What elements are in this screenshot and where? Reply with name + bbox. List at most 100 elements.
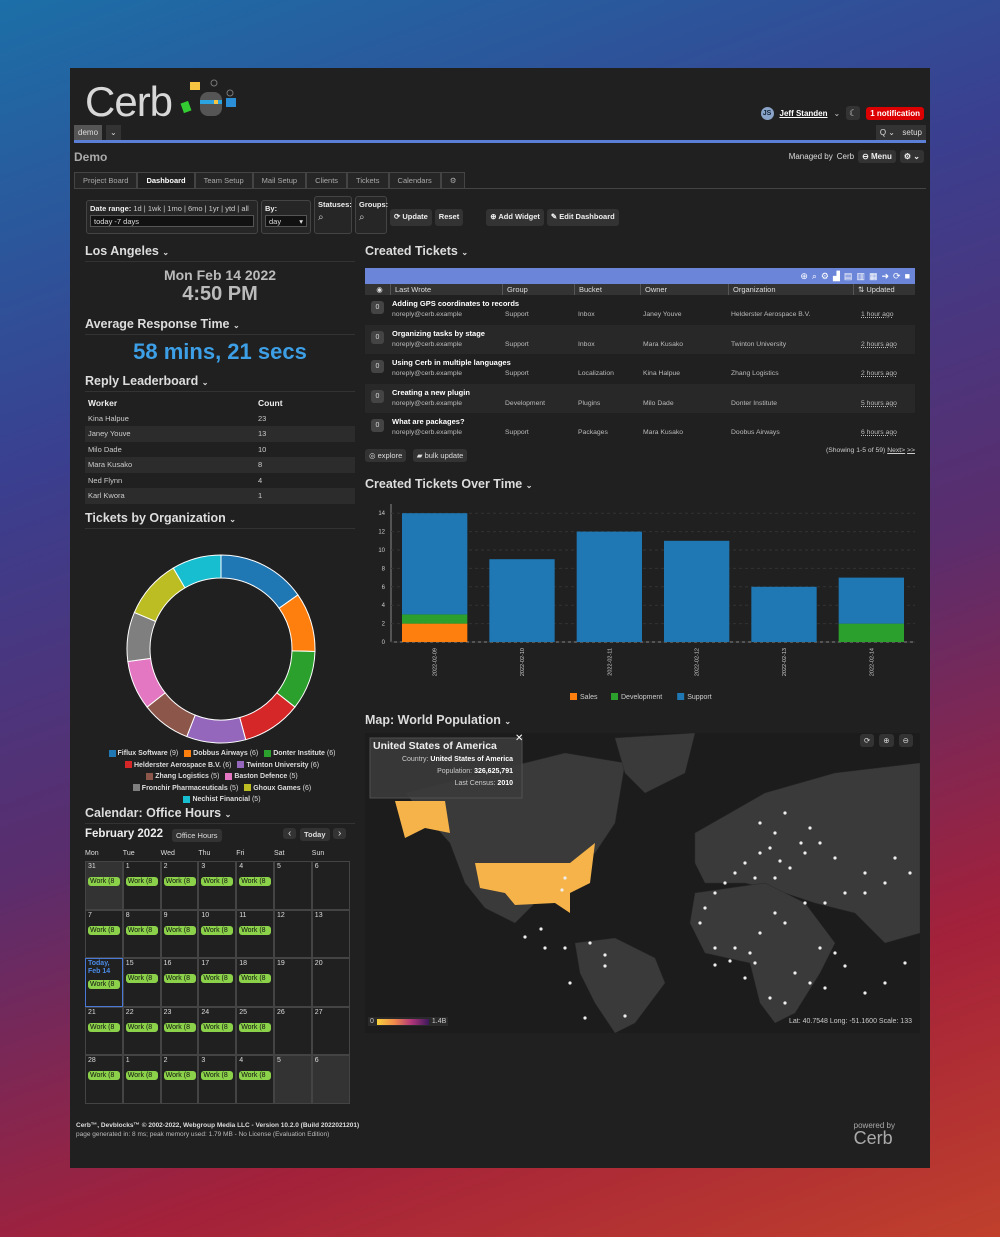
calendar-event[interactable]: Work (8: [125, 1022, 158, 1032]
map-point[interactable]: [908, 871, 912, 875]
page-menu-button[interactable]: ⊖ Menu: [858, 150, 896, 163]
tab-4[interactable]: Clients: [306, 172, 348, 188]
map-point[interactable]: [523, 935, 527, 939]
calendar-day[interactable]: 31 Work (8: [85, 861, 123, 910]
calendar-day[interactable]: 11 Work (8: [236, 909, 274, 958]
calendar-day[interactable]: 28 Work (8: [85, 1055, 123, 1104]
by-select[interactable]: day ▾: [265, 215, 307, 227]
calendar-event[interactable]: Work (8: [88, 877, 120, 886]
reply-count[interactable]: 13: [255, 426, 355, 442]
ticket-org[interactable]: Doobus Airways: [731, 429, 780, 436]
calendar-day[interactable]: Today, Feb 14 Work (8: [85, 958, 123, 1007]
ticket-count-badge[interactable]: 0: [371, 419, 384, 432]
donut-slice[interactable]: [133, 567, 186, 623]
legend-item[interactable]: Dobbus Airways (6): [180, 749, 260, 757]
powered-by-logo[interactable]: powered by Cerb: [854, 1121, 895, 1149]
map-point[interactable]: [713, 963, 717, 967]
ticket-owner[interactable]: Mara Kusako: [643, 340, 684, 348]
reply-count[interactable]: 23: [258, 413, 267, 423]
add-widget-button[interactable]: ⊕ Add Widget: [486, 208, 544, 226]
bulk-update-button[interactable]: ▰ bulk update: [412, 448, 468, 462]
ticket-subject-link[interactable]: Organizing tasks by stage: [392, 328, 485, 338]
map-point[interactable]: [743, 976, 747, 980]
map-point[interactable]: [748, 951, 752, 955]
calendar-event[interactable]: Work (8: [163, 925, 196, 935]
map-point[interactable]: [793, 971, 797, 975]
gear-icon[interactable]: ⚙: [820, 270, 829, 281]
map-point[interactable]: [833, 856, 837, 860]
column-header[interactable]: Owner: [640, 284, 728, 295]
map-point[interactable]: [588, 941, 592, 945]
ticket-org[interactable]: Helderster Aerospace B.V.: [731, 311, 811, 318]
search-icon[interactable]: ⌕: [318, 212, 324, 223]
bar-development[interactable]: [402, 614, 468, 624]
map-point[interactable]: [778, 859, 782, 863]
search-menu-button[interactable]: Q ⌄: [875, 125, 899, 140]
calendar-day[interactable]: 8 Work (8: [122, 909, 161, 958]
ticket-row[interactable]: 0 Creating a new plugin noreply@cerb.examp…: [365, 383, 915, 413]
map-point[interactable]: [773, 876, 777, 880]
calendar-day[interactable]: 2 Work (8: [160, 1055, 199, 1104]
calendar-day[interactable]: 7 Work (8: [85, 909, 123, 958]
bar-support[interactable]: [838, 577, 904, 624]
calendar-event[interactable]: Work (8: [239, 1071, 272, 1080]
map-point[interactable]: [563, 876, 567, 880]
tab-3[interactable]: Mail Setup: [252, 172, 307, 188]
calendar-day[interactable]: 27: [311, 1006, 350, 1055]
widget-title[interactable]: Average Response Time ⌄: [85, 317, 355, 335]
calendar-event[interactable]: Work (8: [239, 877, 272, 886]
calendar-day[interactable]: 1 Work (8: [122, 1055, 161, 1104]
share-icon[interactable]: ➜: [881, 270, 890, 281]
column-header[interactable]: Organization: [728, 284, 853, 295]
ticket-owner[interactable]: Mara Kusako: [643, 429, 684, 436]
chevron-down-icon[interactable]: ⌄: [833, 108, 841, 118]
calendar-name-button[interactable]: Office Hours: [172, 829, 222, 842]
legend-item[interactable]: Baston Defence (5): [221, 772, 298, 780]
map-point[interactable]: [863, 871, 867, 875]
calendar-day[interactable]: 20: [311, 958, 350, 1007]
map-point[interactable]: [833, 951, 837, 955]
map-point[interactable]: [758, 821, 762, 825]
managed-by-org[interactable]: Cerb: [836, 152, 855, 161]
select-all-checkbox[interactable]: ■: [904, 271, 910, 281]
reply-count[interactable]: 10: [258, 444, 267, 454]
refresh-icon[interactable]: ⟳: [893, 270, 901, 281]
calendar-day[interactable]: 26: [274, 1006, 312, 1055]
legend-item[interactable]: Fronchir Pharmaceuticals (5): [129, 784, 240, 792]
calendar-event[interactable]: Work (8: [88, 925, 120, 935]
ticket-row[interactable]: 0 What are packages? noreply@cerb.example S…: [365, 413, 915, 443]
calendar-day[interactable]: 21 Work (8: [85, 1006, 123, 1055]
calendar-day[interactable]: 24 Work (8: [198, 1006, 237, 1055]
map-point[interactable]: [560, 888, 564, 892]
map-point[interactable]: [818, 946, 822, 950]
calendar-day[interactable]: 6: [311, 1055, 350, 1104]
widget-title[interactable]: Map: World Population ⌄: [365, 713, 512, 727]
calendar-day[interactable]: 5: [274, 861, 312, 910]
calendar-event[interactable]: Work (8: [239, 925, 272, 935]
tab-5[interactable]: Tickets: [347, 172, 389, 188]
ticket-org[interactable]: Twinton University: [731, 340, 787, 348]
map-point[interactable]: [733, 946, 737, 950]
reply-count[interactable]: 4: [258, 475, 263, 485]
copy-icon[interactable]: ▥: [856, 270, 865, 281]
calendar-event[interactable]: Work (8: [163, 1071, 196, 1080]
donut-slice[interactable]: [186, 714, 247, 744]
calendar-day[interactable]: 22 Work (8: [122, 1006, 161, 1055]
bar-development[interactable]: [838, 623, 904, 642]
bar-support[interactable]: [664, 540, 730, 642]
widget-title[interactable]: Created Tickets Over Time ⌄: [365, 477, 533, 491]
map-point[interactable]: [783, 921, 787, 925]
calendar-event[interactable]: Work (8: [201, 1071, 234, 1080]
legend-label[interactable]: Sales: [580, 694, 598, 701]
ticket-row[interactable]: 0 Using Cerb in multiple languages noreply…: [365, 354, 915, 384]
bar-support[interactable]: [576, 531, 642, 642]
today-button[interactable]: Today: [300, 828, 330, 841]
map-point[interactable]: [863, 891, 867, 895]
ticket-subject-link[interactable]: Using Cerb in multiple languages: [392, 358, 511, 367]
date-range-input[interactable]: today -7 days: [90, 215, 254, 227]
map-point[interactable]: [733, 871, 737, 875]
map-point[interactable]: [823, 986, 827, 990]
map-point[interactable]: [823, 901, 827, 905]
map-point[interactable]: [843, 964, 847, 968]
tab-0[interactable]: Project Board: [74, 172, 138, 188]
